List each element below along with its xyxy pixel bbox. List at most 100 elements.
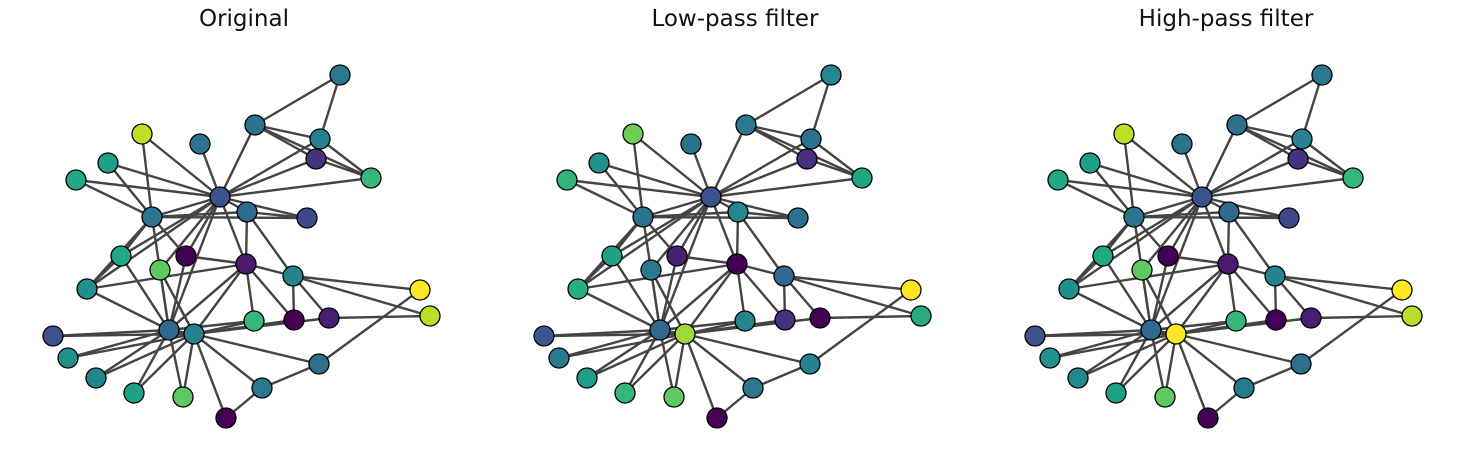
graph-edge [631,132,645,219]
graph-edge [167,262,248,332]
graph-edge [683,332,812,366]
graph-node [1291,128,1313,150]
graph-edge [106,161,154,219]
graph-node [235,253,257,275]
graph-node [1092,245,1114,267]
graph-edge [192,332,264,390]
graph-node [649,319,671,341]
graph-node [727,201,749,223]
graph-edge [649,268,687,336]
graph-node [726,253,748,275]
graph-node [820,64,842,86]
graph-edge [1235,123,1304,141]
graph-node [175,245,197,267]
graph-node [57,347,79,369]
graph-node [1171,133,1193,155]
graph-edge [1076,332,1178,380]
graph-edge [150,195,222,219]
graph-edge [808,288,913,366]
graph-node [632,206,654,228]
graph-node [1226,114,1248,136]
graph-node [1154,386,1176,408]
graph-edge [1140,268,1178,336]
graph-node [329,64,351,86]
graph-edge [683,332,755,390]
graph-edge [683,332,719,420]
graph-edge [1166,195,1204,258]
graph-edge [106,161,222,199]
graph-node [1278,207,1300,229]
graph-node [110,245,132,267]
graph-edge [1174,262,1230,336]
graph-node [97,152,119,174]
graph-node [533,325,555,347]
panel-low-pass-filter: Low-pass filter [491,0,979,466]
graph-node [131,123,153,145]
graph-edge [782,274,923,318]
graph-node [614,382,636,404]
graph-edge [317,288,422,366]
graph-node [158,319,180,341]
graph-edge [576,195,713,291]
graph-edge [1067,287,1153,332]
graph-node [1047,169,1069,191]
graph-node [1058,278,1080,300]
graph-node [123,382,145,404]
graph-node [305,148,327,170]
graph-edge [1149,328,1167,399]
graph-node [1265,309,1287,331]
graph-edge [735,262,787,322]
panel-high-pass-filter: High-pass filter [982,0,1466,466]
graph-edge [318,137,373,180]
graph-node [141,206,163,228]
graph-edge [1273,274,1414,318]
graph-edge [1101,195,1204,258]
graph-node [1165,323,1187,345]
graph-edge [709,157,809,199]
graph-node [42,325,64,347]
graph-node [706,407,728,429]
graph-edge [192,262,248,336]
graph-node [189,133,211,155]
graph-node [674,323,696,345]
graph-edge [253,123,322,141]
graph-edge [167,319,256,332]
graph-edge [641,195,713,219]
panel-original: Original [0,0,488,466]
graph-node [1024,325,1046,347]
graph-edge [658,319,747,332]
graph-edge [167,328,185,399]
graph-edge [610,195,713,258]
graph-edge [94,328,171,380]
graph-node [851,167,873,189]
graph-node [243,310,265,332]
graph-node [1191,186,1213,208]
graph-node [283,309,305,331]
graph-node [296,207,318,229]
graph-node [360,167,382,189]
graph-edge [218,123,257,199]
graph-node [1197,407,1219,429]
graph-edge [140,132,154,219]
graph-node [663,386,685,408]
graph-edge [1056,178,1136,219]
graph-node [149,259,171,281]
graph-node [567,278,589,300]
graph-node [409,279,431,301]
graph-edge [218,176,373,199]
graph-edge [658,254,679,332]
graph-node [556,169,578,191]
graph-node [1311,64,1333,86]
graph-edge [327,314,432,320]
graph-edge [1174,332,1210,420]
graph-original [42,64,441,429]
graph-edge [218,195,248,266]
graph-edge [1088,161,1136,219]
graph-edge [1163,332,1178,399]
graph-edge [1149,195,1204,332]
graph-node [65,169,87,191]
graph-edge [181,332,196,399]
graph-edge [74,178,154,219]
graph-node [85,367,107,389]
graph-edge [1200,176,1355,199]
